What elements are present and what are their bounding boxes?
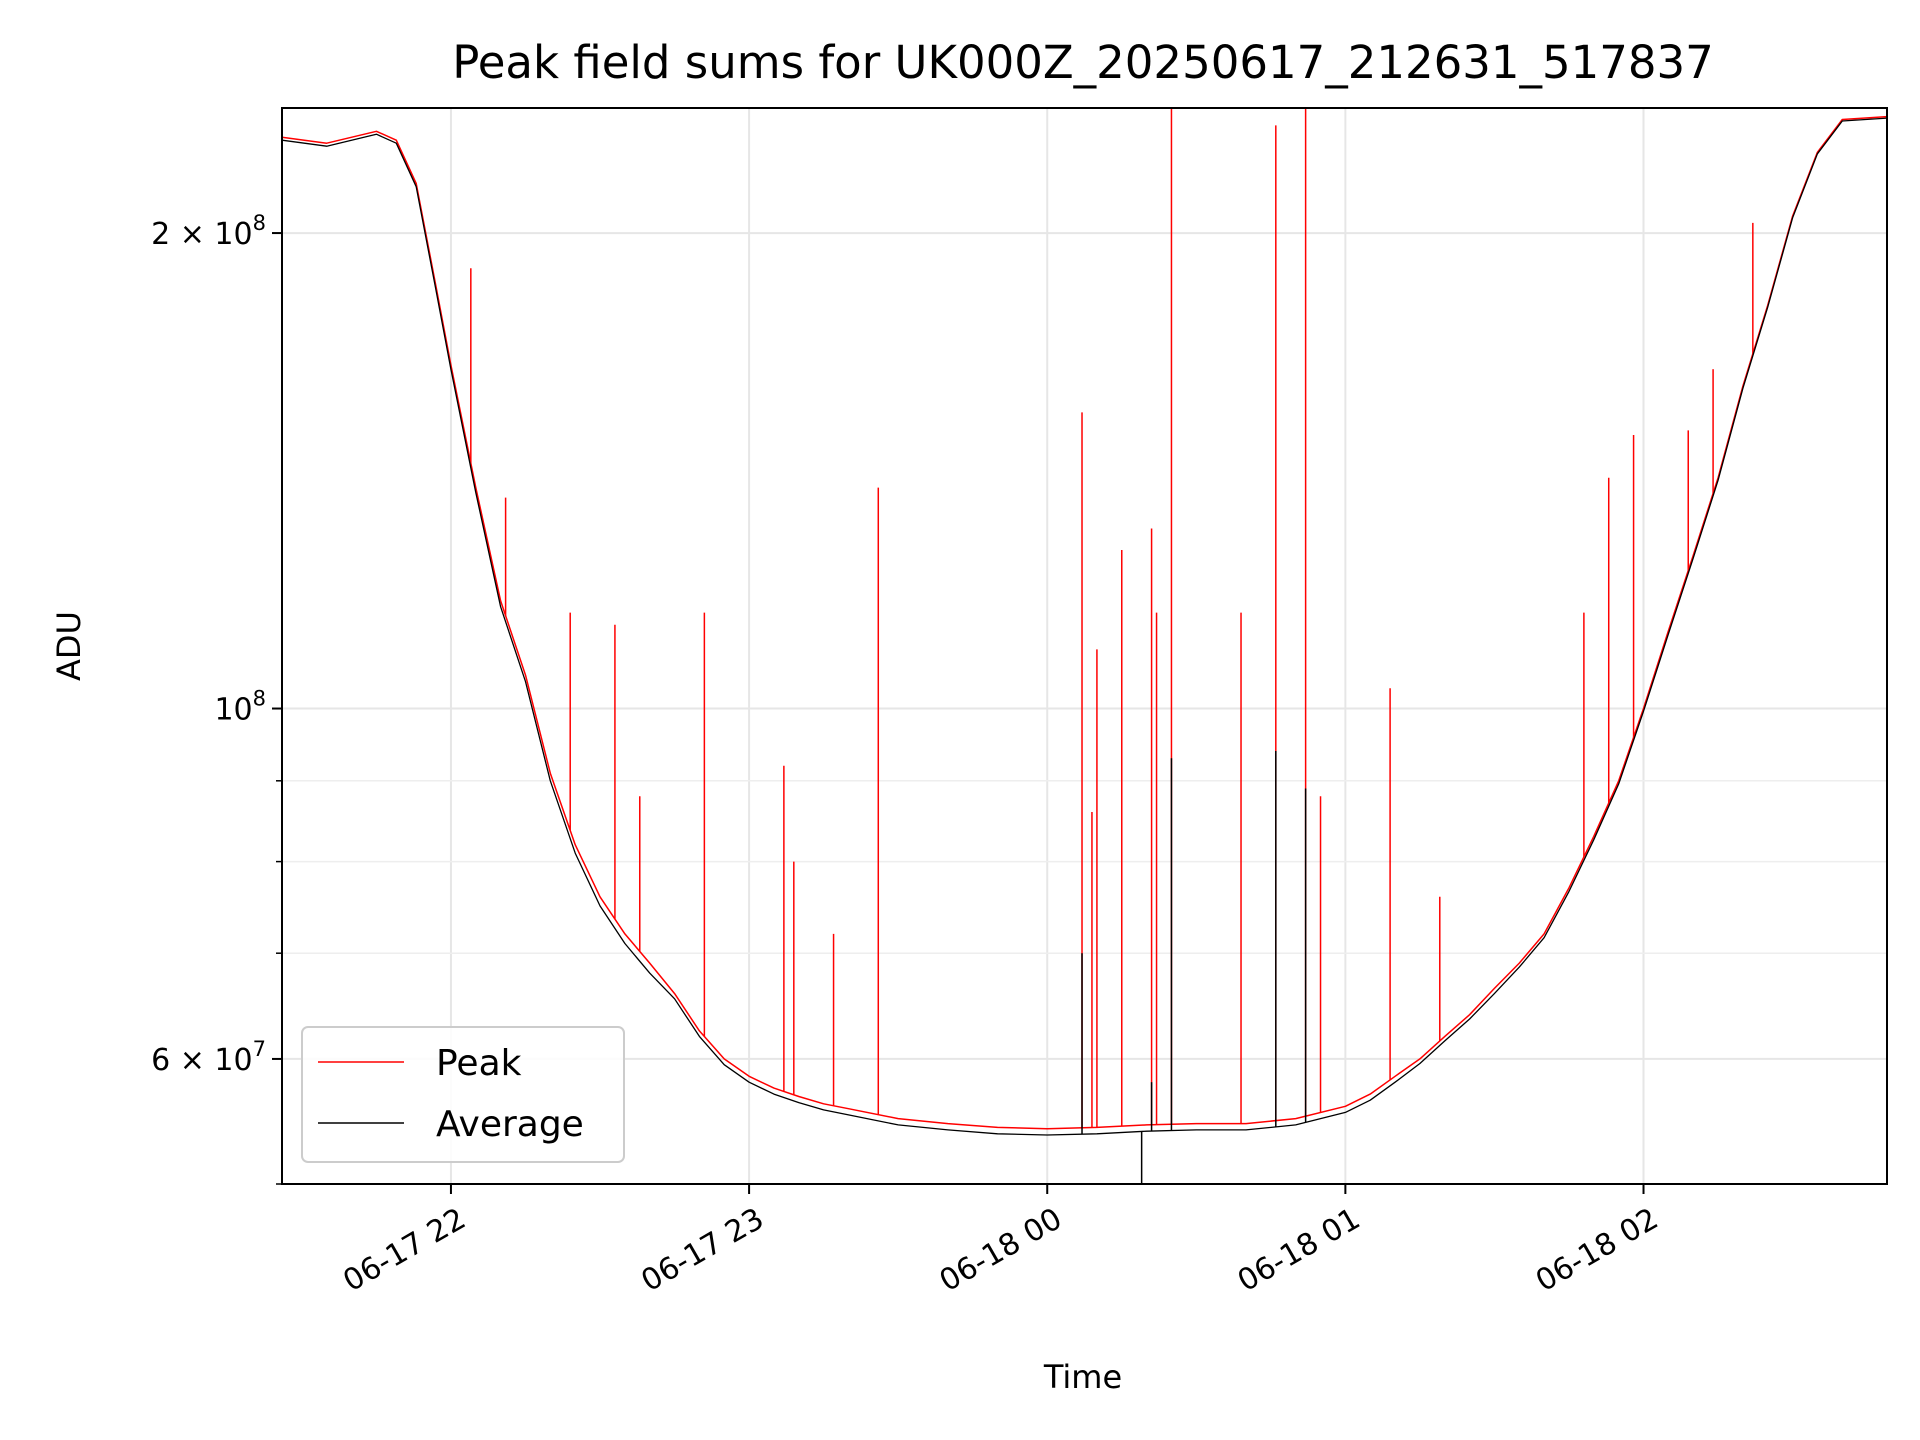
legend-label-peak: Peak: [436, 1043, 522, 1084]
series-layer: [282, 108, 1887, 1184]
y-axis-label: ADU: [50, 611, 88, 681]
chart-title: Peak field sums for UK000Z_20250617_2126…: [452, 36, 1714, 89]
y-tick-label: 2 × 108: [151, 211, 266, 252]
legend-label-average: Average: [436, 1104, 584, 1145]
plot-frame: [281, 107, 1888, 1185]
series-average: [282, 117, 1887, 1184]
legend-box: [301, 1026, 625, 1163]
series-line-peak: [282, 115, 1887, 1130]
series-line-average: [282, 117, 1887, 1136]
y-tick-label: 108: [214, 687, 266, 728]
legend: Peak Average: [301, 1026, 625, 1163]
x-axis-label: Time: [1043, 1358, 1122, 1396]
y-tick-label: 6 × 107: [151, 1037, 266, 1078]
